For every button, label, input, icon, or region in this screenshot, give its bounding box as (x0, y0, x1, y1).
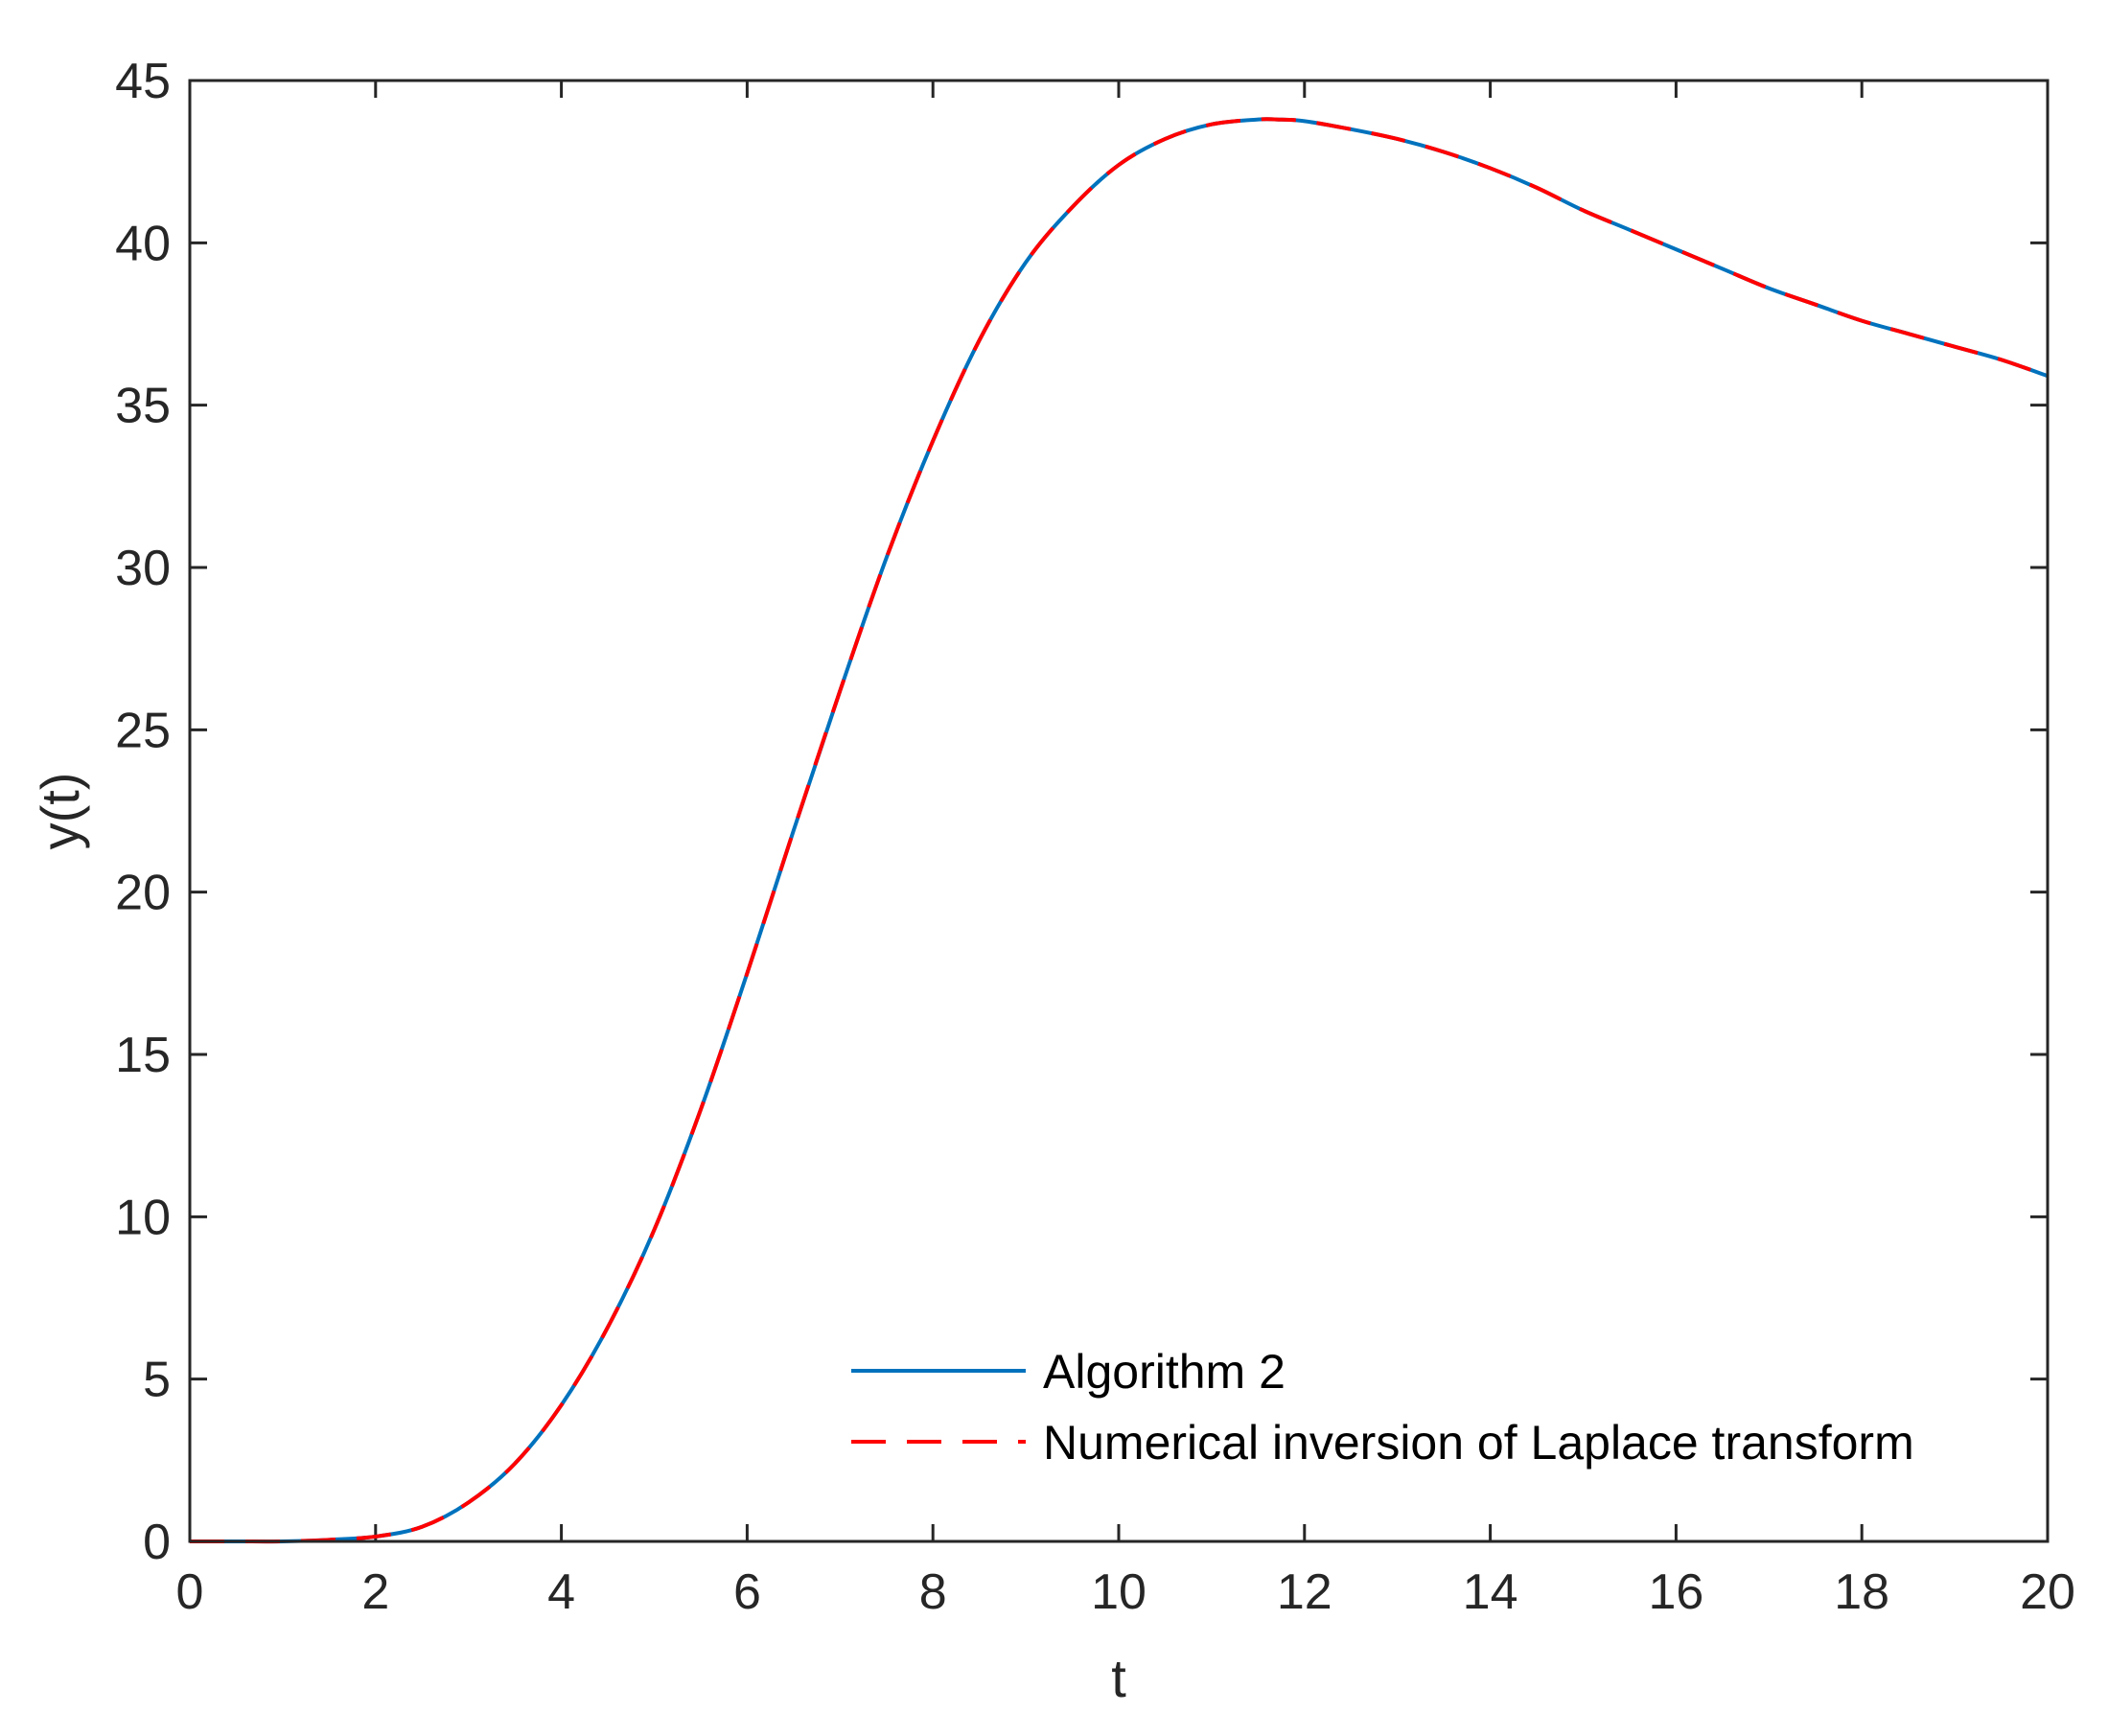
legend-label-numerical-inversion: Numerical inversion of Laplace transform (1043, 1416, 1914, 1470)
y-tick-label: 45 (115, 54, 171, 109)
y-tick-label: 10 (115, 1190, 171, 1245)
x-tick-label: 4 (547, 1564, 575, 1620)
series-line-numerical-inversion (190, 117, 2049, 1544)
y-axis-label: y(t) (30, 773, 90, 850)
y-tick-label: 20 (115, 866, 171, 921)
x-tick-label: 2 (361, 1564, 389, 1620)
x-tick-label: 12 (1277, 1564, 1332, 1620)
legend-box (834, 1328, 1984, 1486)
y-tick-label: 0 (143, 1515, 171, 1570)
x-tick-label: 6 (733, 1564, 761, 1620)
legend-label-algorithm-2: Algorithm 2 (1043, 1345, 1286, 1399)
y-tick-label: 15 (115, 1028, 171, 1083)
y-tick-label: 30 (115, 541, 171, 596)
y-tick-label: 35 (115, 379, 171, 434)
y-tick-label: 40 (115, 216, 171, 271)
x-axis-label: t (1111, 1648, 1126, 1708)
x-tick-label: 10 (1091, 1564, 1147, 1620)
x-tick-label: 0 (176, 1564, 204, 1620)
x-tick-label: 18 (1834, 1564, 1889, 1620)
y-tick-label: 25 (115, 703, 171, 758)
legend: Algorithm 2 Numerical inversion of Lapla… (834, 1328, 1984, 1486)
x-tick-label: 20 (2020, 1564, 2075, 1620)
x-tick-label: 16 (1648, 1564, 1703, 1620)
y-tick-label: 5 (143, 1353, 171, 1408)
x-tick-label: 8 (919, 1564, 947, 1620)
series-layer (190, 117, 2049, 1544)
labels-layer: 0 2 4 6 8 10 12 14 16 18 20 0 5 10 15 20 25 30 35 40 45 (115, 54, 2075, 1620)
plot-frame (188, 79, 2050, 1543)
x-tick-label: 14 (1463, 1564, 1518, 1620)
